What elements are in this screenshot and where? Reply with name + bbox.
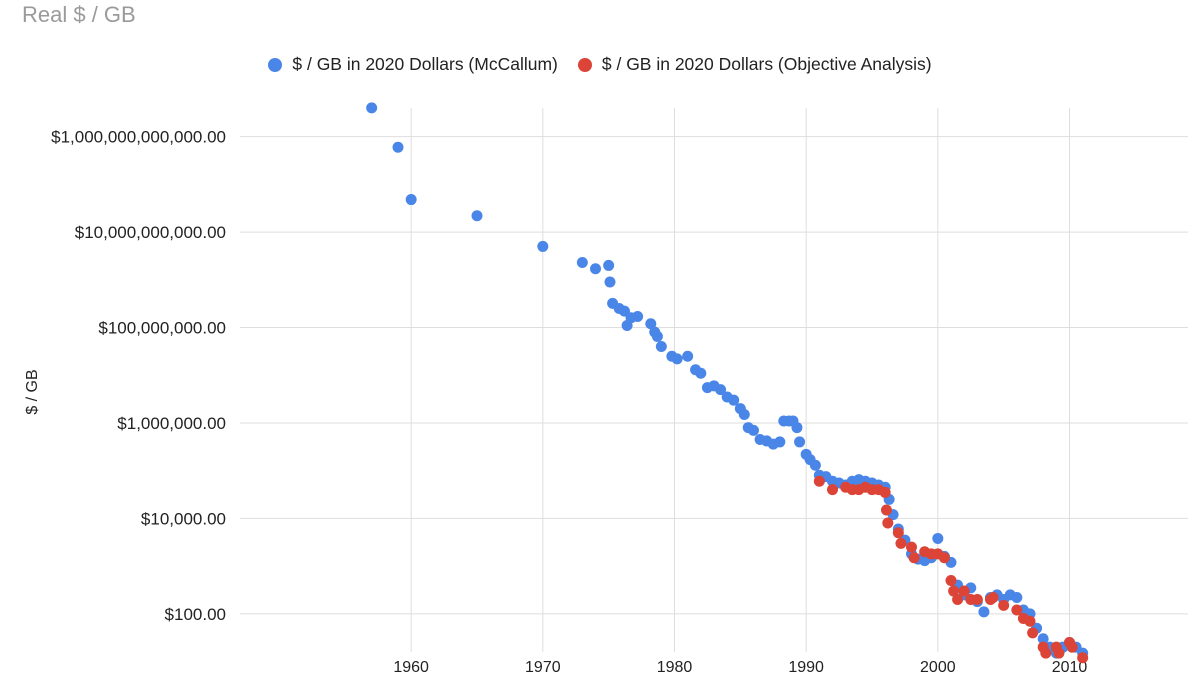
data-point-mccallum (932, 532, 944, 544)
y-tick-label: $100.00 (165, 605, 226, 624)
data-point-mccallum (645, 318, 657, 330)
legend-label-mccallum: $ / GB in 2020 Dollars (McCallum) (292, 54, 558, 74)
data-point-mccallum (651, 330, 663, 342)
data-point-objective-analysis (952, 593, 964, 605)
x-tick-label: 1980 (657, 659, 693, 675)
data-point-objective-analysis (938, 552, 950, 564)
chart-legend: $ / GB in 2020 Dollars (McCallum) $ / GB… (0, 54, 1200, 75)
x-tick-label: 1970 (525, 659, 561, 675)
data-point-mccallum (604, 276, 616, 288)
y-tick-label: $1,000,000,000,000.00 (51, 128, 226, 147)
data-point-mccallum (695, 367, 707, 379)
y-tick-label: $1,000,000.00 (117, 414, 226, 433)
data-point-objective-analysis (1024, 615, 1036, 627)
data-point-objective-analysis (879, 486, 891, 498)
data-point-mccallum (748, 424, 759, 436)
data-point-mccallum (791, 422, 803, 434)
data-point-mccallum (655, 340, 667, 352)
legend-swatch-objective-analysis (577, 57, 592, 72)
data-point-mccallum (603, 259, 615, 271)
data-point-mccallum (738, 409, 750, 421)
data-point-objective-analysis (948, 585, 960, 597)
data-point-objective-analysis (882, 517, 894, 529)
data-point-objective-analysis (813, 475, 825, 487)
data-point-mccallum (576, 257, 588, 269)
data-point-mccallum (774, 436, 786, 448)
data-point-mccallum (405, 194, 417, 206)
data-point-objective-analysis (998, 599, 1010, 611)
chart-title: Real $ / GB (22, 2, 136, 27)
data-point-objective-analysis (1011, 604, 1023, 616)
data-point-objective-analysis (1040, 647, 1052, 659)
data-point-mccallum (1011, 591, 1023, 603)
data-point-mccallum (537, 240, 549, 252)
data-point-objective-analysis (1053, 647, 1065, 659)
x-tick-label: 1990 (788, 659, 824, 675)
data-point-objective-analysis (827, 484, 838, 496)
x-tick-label: 2010 (1052, 659, 1088, 675)
legend-swatch-mccallum (268, 57, 283, 72)
data-point-mccallum (682, 350, 694, 362)
data-point-objective-analysis (987, 591, 999, 603)
data-point-mccallum (471, 210, 483, 222)
data-point-mccallum (632, 311, 644, 323)
data-point-mccallum (728, 394, 740, 406)
data-point-objective-analysis (1066, 641, 1078, 653)
data-point-objective-analysis (971, 593, 983, 605)
y-tick-label: $10,000.00 (141, 509, 226, 528)
data-point-objective-analysis (895, 537, 907, 549)
y-tick-label: $100,000,000.00 (98, 319, 226, 338)
data-point-objective-analysis (908, 552, 920, 564)
data-point-objective-analysis (1077, 652, 1089, 664)
data-point-objective-analysis (880, 504, 892, 516)
data-point-mccallum (809, 459, 821, 471)
data-point-mccallum (715, 384, 727, 396)
x-tick-label: 2000 (920, 659, 956, 675)
data-point-objective-analysis (892, 527, 904, 539)
y-tick-label: $10,000,000,000.00 (75, 223, 226, 242)
data-point-mccallum (978, 606, 990, 618)
legend-item-mccallum[interactable]: $ / GB in 2020 Dollars (McCallum) (268, 54, 558, 75)
legend-item-objective-analysis[interactable]: $ / GB in 2020 Dollars (Objective Analys… (577, 54, 932, 75)
data-point-mccallum (671, 353, 683, 365)
x-tick-label: 1960 (393, 659, 429, 675)
data-point-objective-analysis (945, 574, 957, 586)
data-point-mccallum (392, 141, 404, 153)
data-point-objective-analysis (1027, 627, 1039, 639)
data-point-mccallum (794, 436, 806, 448)
data-point-mccallum (1037, 633, 1049, 645)
data-point-objective-analysis (906, 541, 917, 553)
data-point-mccallum (590, 263, 601, 275)
data-point-mccallum (366, 102, 378, 114)
data-point-objective-analysis (958, 585, 970, 597)
legend-label-objective-analysis: $ / GB in 2020 Dollars (Objective Analys… (601, 54, 932, 74)
